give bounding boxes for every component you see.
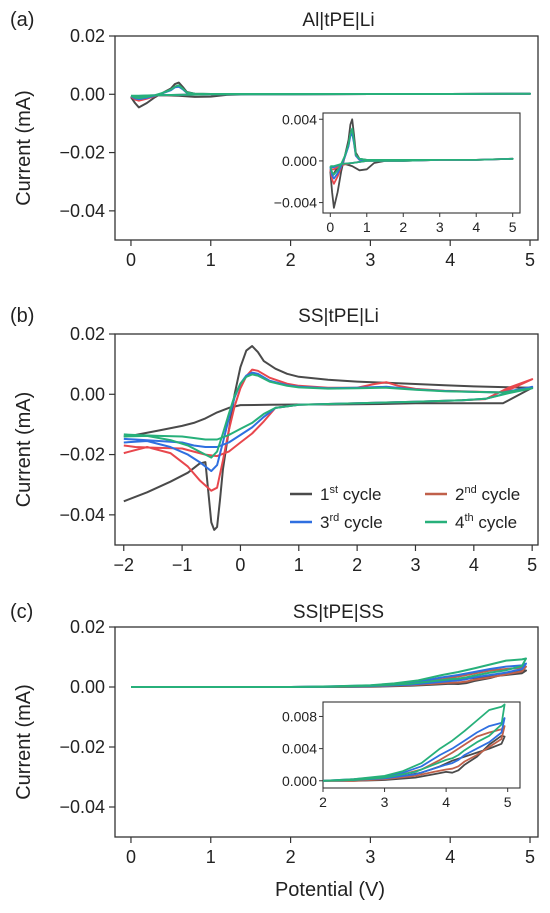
panel-c: (c) SS|tPE|SS Current (mA) 0 1 2 3 4 5 0.02 0.0… bbox=[10, 601, 539, 867]
plot-frame bbox=[114, 35, 539, 241]
x-tick-label: 5 bbox=[525, 847, 535, 867]
axes-c: 0 1 2 3 4 5 0.02 0.00 −0.02 −0.04 bbox=[59, 617, 539, 867]
panel-title-c: SS|tPE|SS bbox=[293, 602, 384, 623]
inset-x-tick-label: 0 bbox=[326, 219, 334, 235]
x-tick-label: 5 bbox=[527, 555, 537, 575]
series-lines-c bbox=[131, 657, 527, 688]
inset-y-tick-label: 0.008 bbox=[282, 708, 317, 724]
y-axis-label-b: Current (mA) bbox=[13, 392, 35, 508]
series-lines-b bbox=[123, 345, 534, 531]
inset-x-tick-label: 5 bbox=[504, 794, 512, 810]
legend-entry: 1st cycle bbox=[320, 484, 382, 504]
panel-label-b: (b) bbox=[10, 305, 34, 327]
panel-b: (b) SS|tPE|Li Current (mA) −2 −1 0 1 2 3 4 5 0.0… bbox=[10, 305, 539, 575]
panel-label-c: (c) bbox=[10, 601, 33, 623]
inset-x-tick-label: 5 bbox=[509, 219, 517, 235]
series-line-cycle-4 bbox=[131, 657, 527, 688]
legend-entry: 2nd cycle bbox=[455, 484, 520, 504]
panel-title-a: Al|tPE|Li bbox=[302, 10, 374, 31]
x-axis-label: Potential (V) bbox=[275, 879, 385, 901]
x-tick-label: 3 bbox=[365, 847, 375, 867]
y-tick-label: 0.02 bbox=[70, 324, 105, 344]
panel-label-a: (a) bbox=[10, 9, 34, 31]
legend-entry: 4th cycle bbox=[455, 512, 517, 532]
inset-x-tick-label: 2 bbox=[399, 219, 407, 235]
x-tick-label: 1 bbox=[206, 847, 216, 867]
axes-a: 0 1 2 3 4 50.020.00−0.02−0.04 bbox=[59, 26, 539, 270]
y-tick-label: 0.02 bbox=[70, 617, 105, 637]
panel-title-b: SS|tPE|Li bbox=[298, 306, 379, 327]
x-tick-label: 0 bbox=[126, 250, 136, 270]
x-tick-label: 4 bbox=[469, 555, 479, 575]
x-tick-label: 3 bbox=[410, 555, 420, 575]
y-tick-label: −0.04 bbox=[59, 797, 105, 817]
y-tick-label: −0.02 bbox=[59, 445, 105, 465]
inset-x-tick-label: 4 bbox=[472, 219, 480, 235]
y-axis-label-c: Current (mA) bbox=[13, 684, 35, 800]
inset-y-tick-label: −0.004 bbox=[274, 195, 317, 211]
legend-entry: 3rd cycle bbox=[320, 512, 383, 532]
x-tick-label: 1 bbox=[206, 250, 216, 270]
y-tick-label: −0.04 bbox=[59, 201, 105, 221]
y-tick-label: −0.04 bbox=[59, 505, 105, 525]
x-tick-label: 1 bbox=[294, 555, 304, 575]
series-lines-a bbox=[130, 81, 531, 109]
inset-y-tick-label: 0.000 bbox=[282, 153, 317, 169]
axes-b: −2 −1 0 1 2 3 4 5 0.02 0.00 −0.02 −0.04 bbox=[59, 324, 539, 575]
inset-x-tick-label: 3 bbox=[436, 219, 444, 235]
inset-c: 2 3 4 5 0.008 0.004 0.000 bbox=[282, 701, 521, 810]
inset-series-line-cycle-4 bbox=[323, 703, 506, 782]
plot-frame bbox=[114, 626, 539, 838]
x-tick-label: 5 bbox=[525, 250, 535, 270]
x-tick-label: 0 bbox=[126, 847, 136, 867]
inset-a: 0 1 2 3 4 5 0.004 0.000 −0.004 bbox=[274, 111, 521, 235]
series-line-cycle-4 bbox=[123, 373, 534, 459]
inset-y-tick-label: 0.004 bbox=[282, 741, 317, 757]
x-tick-label: 3 bbox=[365, 250, 375, 270]
y-tick-label: −0.02 bbox=[59, 143, 105, 163]
y-tick-label: 0.00 bbox=[70, 84, 105, 104]
inset-series-line-cycle-4 bbox=[329, 127, 514, 176]
inset-x-tick-label: 4 bbox=[442, 794, 450, 810]
x-tick-label: −2 bbox=[113, 555, 134, 575]
x-tick-label: 0 bbox=[235, 555, 245, 575]
x-tick-label: 4 bbox=[445, 847, 455, 867]
inset-y-tick-label: 0.004 bbox=[282, 111, 317, 127]
inset-x-tick-label: 3 bbox=[381, 794, 389, 810]
inset-x-tick-label: 1 bbox=[363, 219, 371, 235]
x-tick-label: 2 bbox=[286, 250, 296, 270]
x-tick-label: −1 bbox=[172, 555, 193, 575]
x-tick-label: 2 bbox=[352, 555, 362, 575]
y-tick-label: −0.02 bbox=[59, 737, 105, 757]
x-tick-label: 4 bbox=[445, 250, 455, 270]
series-line-cycle-4 bbox=[130, 84, 531, 100]
y-tick-label: 0.00 bbox=[70, 384, 105, 404]
series-line-cycle-3 bbox=[123, 371, 534, 473]
y-tick-label: 0.00 bbox=[70, 677, 105, 697]
plot-frame bbox=[114, 333, 539, 546]
y-axis-label-a: Current (mA) bbox=[13, 90, 35, 206]
y-tick-label: 0.02 bbox=[70, 26, 105, 46]
panel-a: (a) Al|tPE|Li Current (mA) 0 1 2 3 4 50.020.0… bbox=[10, 9, 539, 270]
x-tick-label: 2 bbox=[286, 847, 296, 867]
inset-x-tick-label: 2 bbox=[319, 794, 327, 810]
legend-b: 1st cycle 2nd cycle 3rd cycle 4th cycle bbox=[290, 484, 520, 532]
inset-y-tick-label: 0.000 bbox=[282, 773, 317, 789]
inset-series-line-cycle-3 bbox=[323, 717, 506, 782]
